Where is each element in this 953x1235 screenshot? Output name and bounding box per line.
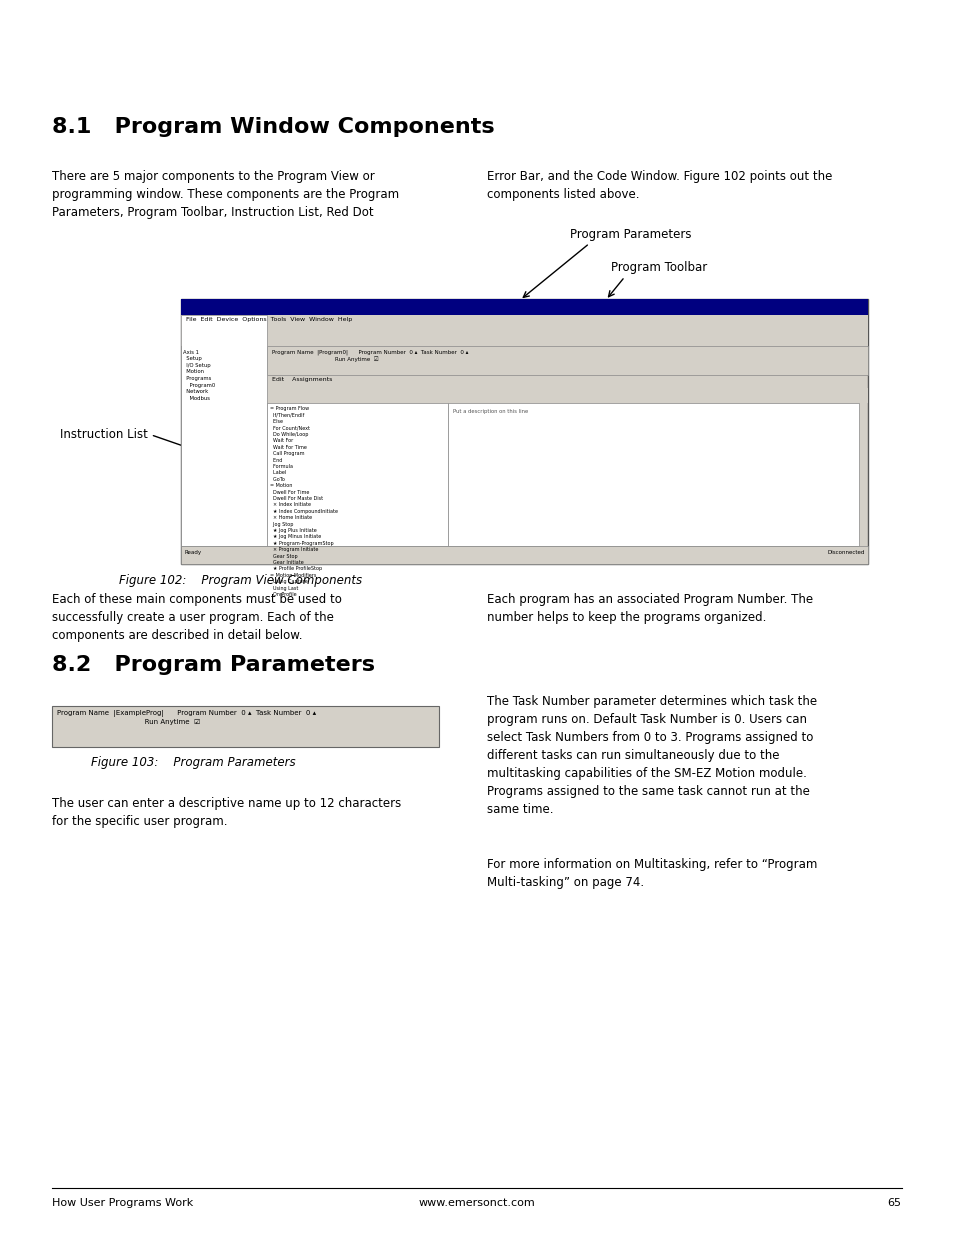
Text: Program Name  |ExampleProg|      Program Number  0 ▴  Task Number  0 ▴
         : Program Name |ExampleProg| Program Numbe… (57, 710, 316, 725)
Text: Axis 1
  Setup
  I/O Setup
  Motion
  Programs
    Program0
  Network
    Modbus: Axis 1 Setup I/O Setup Motion Programs P… (183, 350, 215, 400)
Bar (267, 388, 867, 403)
Text: 65: 65 (886, 1198, 901, 1208)
Bar (181, 315, 267, 546)
Text: Program Name  |Program0|      Program Number  0 ▴  Task Number  0 ▴
            : Program Name |Program0| Program Number 0… (272, 350, 468, 362)
Text: There are 5 major components to the Program View or
programming window. These co: There are 5 major components to the Prog… (52, 170, 399, 220)
Text: Each program has an associated Program Number. The
number helps to keep the prog: Each program has an associated Program N… (486, 593, 812, 624)
Bar (181, 299, 867, 315)
Text: Red Dot Error Bar: Red Dot Error Bar (658, 540, 761, 552)
Text: Ready: Ready (184, 550, 201, 555)
Text: The Task Number parameter determines which task the
program runs on. Default Tas: The Task Number parameter determines whi… (486, 695, 816, 816)
Bar (181, 546, 867, 564)
Text: Put a description on this line: Put a description on this line (453, 409, 528, 414)
Text: Figure 102:    Program View Components: Figure 102: Program View Components (119, 574, 362, 588)
Text: For more information on Multitasking, refer to “Program
Multi-tasking” on page 7: For more information on Multitasking, re… (486, 858, 816, 889)
Text: Each of these main components must be used to
successfully create a user program: Each of these main components must be us… (52, 593, 342, 642)
Text: The user can enter a descriptive name up to 12 characters
for the specific user : The user can enter a descriptive name up… (52, 797, 401, 827)
Text: Edit    Assignments: Edit Assignments (272, 377, 332, 382)
Text: Code Window: Code Window (684, 451, 764, 463)
Text: 8.1   Program Window Components: 8.1 Program Window Components (52, 117, 495, 137)
Bar (52, 706, 438, 747)
Text: Program Parameters: Program Parameters (570, 227, 691, 241)
Text: File  Edit  Device  Options  Tools  View  Window  Help: File Edit Device Options Tools View Wind… (186, 317, 352, 322)
Text: Disconnected: Disconnected (827, 550, 864, 555)
Bar (181, 299, 867, 564)
Text: Instruction List: Instruction List (60, 429, 148, 441)
Text: Figure 103:    Program Parameters: Figure 103: Program Parameters (91, 756, 294, 769)
Bar (267, 346, 867, 375)
Bar (267, 403, 448, 546)
Bar (181, 330, 867, 346)
Text: Error Bar, and the Code Window. Figure 102 points out the
components listed abov: Error Bar, and the Code Window. Figure 1… (486, 170, 831, 201)
Bar (448, 403, 858, 546)
Text: How User Programs Work: How User Programs Work (52, 1198, 193, 1208)
Text: = Program Flow
  If/Then/EndIf
  Else
  For Count/Next
  Do While/Loop
  Wait Fo: = Program Flow If/Then/EndIf Else For Co… (270, 406, 337, 597)
Text: www.emersonct.com: www.emersonct.com (418, 1198, 535, 1208)
Text: Program Toolbar: Program Toolbar (610, 261, 706, 274)
Bar (181, 315, 867, 330)
Text: 8.2   Program Parameters: 8.2 Program Parameters (52, 655, 375, 674)
